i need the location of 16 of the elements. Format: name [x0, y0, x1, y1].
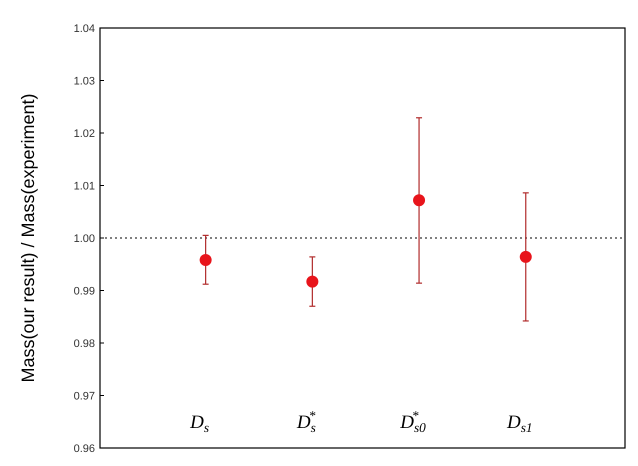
point: [520, 250, 532, 263]
y-tick-label: 1.00: [74, 232, 95, 245]
y-tick-label: 1.01: [74, 180, 95, 192]
point: [306, 276, 318, 288]
y-tick-label: 0.97: [74, 390, 95, 402]
y-tick-label: 1.03: [74, 75, 95, 88]
x-tick-label: D$_{s}$: [189, 412, 210, 435]
x-tick-label: D$_{s1}$: [506, 412, 533, 435]
point: [200, 254, 212, 266]
y-axis-title: Mass(our result) / Mass(experiment): [18, 93, 38, 383]
y-tick-label: 0.98: [74, 338, 95, 350]
y-tick-label: 1.02: [74, 128, 95, 140]
y-tick-label: 0.99: [74, 285, 95, 298]
y-tick-label: 1.04: [74, 22, 95, 35]
point: [413, 194, 426, 206]
y-tick-label: 0.96: [74, 442, 95, 455]
